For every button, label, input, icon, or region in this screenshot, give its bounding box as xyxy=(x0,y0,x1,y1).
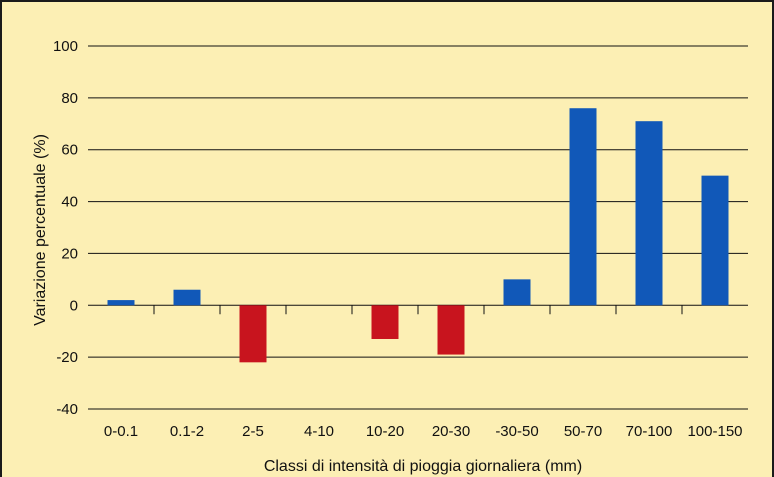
y-tick-labels: 100 80 60 40 20 0 -20 -40 xyxy=(53,38,78,418)
x-tick-label: 0.1-2 xyxy=(170,423,204,440)
bar-100-150 xyxy=(701,175,729,306)
bar-0.1-2 xyxy=(173,289,201,306)
bar-70-100 xyxy=(635,121,663,306)
x-tick-label: 10-20 xyxy=(366,423,404,440)
x-tick-label: 4-10 xyxy=(304,423,334,440)
y-tick-label: -40 xyxy=(56,401,78,418)
x-axis-title: Classi di intensità di pioggia giornalie… xyxy=(264,458,582,475)
bar-50-70 xyxy=(569,108,597,306)
y-tick-label: 20 xyxy=(61,245,78,262)
y-tick-label: 80 xyxy=(61,90,78,107)
y-tick-label: 100 xyxy=(53,38,78,55)
bar-10-20 xyxy=(371,305,399,339)
y-tick-label: 60 xyxy=(61,142,78,159)
bar-20-30 xyxy=(437,305,465,355)
x-tick-label: 70-100 xyxy=(626,423,673,440)
x-tick-label: 100-150 xyxy=(687,423,742,440)
x-tick-label: -30-50 xyxy=(495,423,538,440)
x-tick-label: 20-30 xyxy=(432,423,470,440)
y-tick-label: 0 xyxy=(70,297,78,314)
y-axis-title: Variazione percentuale (%) xyxy=(32,134,49,326)
y-tick-label: -20 xyxy=(56,349,78,366)
x-ticks xyxy=(153,305,683,315)
bar--30-50 xyxy=(503,279,531,306)
bars xyxy=(107,108,729,363)
x-tick-label: 0-0.1 xyxy=(104,423,138,440)
y-tick-label: 40 xyxy=(61,194,78,211)
x-tick-label: 2-5 xyxy=(242,423,264,440)
x-tick-labels: 0-0.1 0.1-2 2-5 4-10 10-20 20-30 -30-50 50-70 70… xyxy=(104,423,743,440)
bar-0-0.1 xyxy=(107,300,135,306)
bar-2-5 xyxy=(239,305,267,363)
x-tick-label: 50-70 xyxy=(564,423,602,440)
